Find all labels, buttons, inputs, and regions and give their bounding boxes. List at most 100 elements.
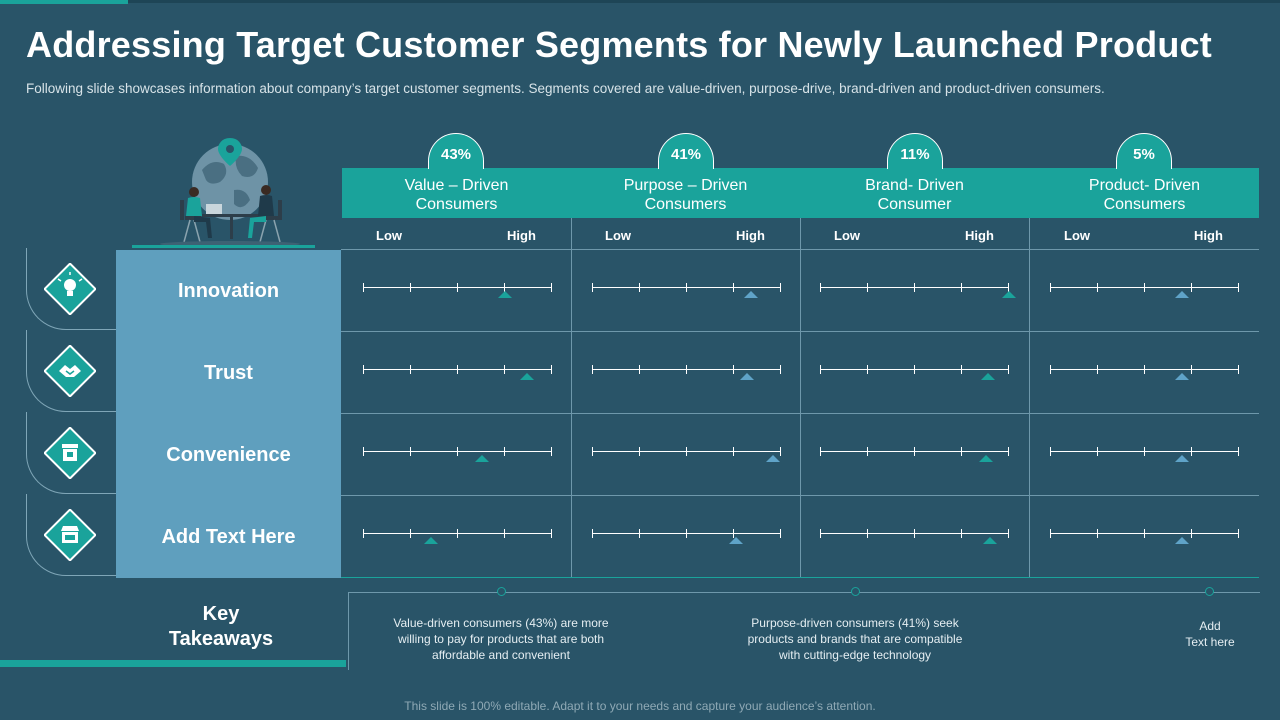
top-rule [0, 0, 1280, 3]
scale-tick [733, 365, 734, 374]
takeaway-text: Add Text here [1185, 619, 1235, 649]
scale-tick [639, 283, 640, 292]
scale-tick [639, 529, 640, 538]
rating-scale [1050, 365, 1239, 381]
criterion-label-trust: Trust [204, 362, 253, 384]
scale-level-marker [983, 537, 997, 544]
scale-level-marker [1175, 537, 1189, 544]
store-icon [44, 509, 96, 561]
scale-low-label: Low [376, 228, 402, 243]
scale-tick [1238, 365, 1239, 374]
scale-tick [551, 447, 552, 456]
scale-level-marker [1175, 455, 1189, 462]
criterion-label-innovation: Innovation [177, 280, 280, 302]
illustration-base-line [132, 245, 315, 248]
segment-title-purpose-driven: Purpose – Driven Consumers [623, 177, 748, 213]
scale-tick [592, 283, 593, 292]
scale-tick [1191, 447, 1192, 456]
takeaway-text: Value-driven consumers (43%) are more wi… [393, 616, 609, 662]
scale-tick [780, 529, 781, 538]
scale-tick [961, 447, 962, 456]
scale-level-marker [498, 291, 512, 298]
scale-tick [363, 529, 364, 538]
grid-bottom-rule [341, 577, 1259, 578]
segment-percent-badge: 11% [887, 133, 943, 169]
scale-level-marker [981, 373, 995, 380]
scale-tick [1008, 447, 1009, 456]
scale-tick [686, 447, 687, 456]
scale-tick [639, 365, 640, 374]
key-takeaways-title: Key Takeaways [168, 603, 274, 650]
key-takeaways-box [348, 592, 1260, 670]
scale-tick [733, 529, 734, 538]
scale-tick [1191, 283, 1192, 292]
scale-tick [410, 447, 411, 456]
scale-tick [1050, 283, 1051, 292]
scale-tick [410, 283, 411, 292]
segment-percent-badge: 41% [658, 133, 714, 169]
shop-icon [44, 427, 96, 479]
scale-tick [1238, 447, 1239, 456]
scale-tick [1008, 529, 1009, 538]
segment-header-band [342, 168, 1259, 218]
scale-tick [961, 529, 962, 538]
criterion-label-add-text: Add Text Here [161, 526, 296, 548]
slide-subtitle: Following slide showcases information ab… [26, 81, 1105, 96]
scale-tick [639, 447, 640, 456]
scale-level-marker [475, 455, 489, 462]
key-takeaways-accent-bar [0, 660, 346, 667]
segment-percent-badge: 43% [428, 133, 484, 169]
scale-tick [686, 365, 687, 374]
rating-scale [592, 365, 781, 381]
scale-low-label: Low [605, 228, 631, 243]
scale-tick [914, 529, 915, 538]
scale-tick [363, 447, 364, 456]
scale-tick [504, 447, 505, 456]
scale-tick [457, 365, 458, 374]
scale-level-marker [729, 537, 743, 544]
scale-tick [1050, 365, 1051, 374]
scale-tick [780, 365, 781, 374]
scale-tick [686, 529, 687, 538]
top-accent-bar [0, 0, 128, 4]
takeaway-dot [497, 587, 506, 596]
scale-tick [1238, 529, 1239, 538]
scale-tick [820, 529, 821, 538]
scale-tick [1144, 283, 1145, 292]
icon-connector-arc [26, 248, 116, 330]
scale-tick [780, 283, 781, 292]
scale-high-label: High [736, 228, 765, 243]
scale-tick [1097, 447, 1098, 456]
icon-connector-arc [26, 330, 116, 412]
scale-tick [592, 365, 593, 374]
scale-tick [961, 365, 962, 374]
scale-tick [363, 365, 364, 374]
criterion-label-convenience: Convenience [166, 444, 291, 466]
scale-tick [780, 447, 781, 456]
segment-title-brand-driven: Brand- Driven Consumer [865, 177, 964, 213]
scale-tick [1097, 529, 1098, 538]
scale-high-label: High [965, 228, 994, 243]
scale-tick [1008, 283, 1009, 292]
scale-tick [504, 529, 505, 538]
scale-tick [1144, 365, 1145, 374]
scale-tick [686, 283, 687, 292]
scale-high-label: High [1194, 228, 1223, 243]
scale-tick [1050, 447, 1051, 456]
icon-connector-arc [26, 494, 116, 576]
scale-level-marker [744, 291, 758, 298]
scale-tick [551, 365, 552, 374]
scale-tick [1238, 283, 1239, 292]
rating-scale [1050, 447, 1239, 463]
rating-scale [592, 283, 781, 299]
scale-tick [1144, 447, 1145, 456]
scale-level-marker [1175, 373, 1189, 380]
slide-footer: This slide is 100% editable. Adapt it to… [404, 699, 876, 713]
scale-tick [914, 365, 915, 374]
scale-tick [410, 365, 411, 374]
scale-high-label: High [507, 228, 536, 243]
scale-tick [457, 447, 458, 456]
segment-percent-badge: 5% [1116, 133, 1172, 169]
scale-tick [961, 283, 962, 292]
handshake-icon [44, 345, 96, 397]
